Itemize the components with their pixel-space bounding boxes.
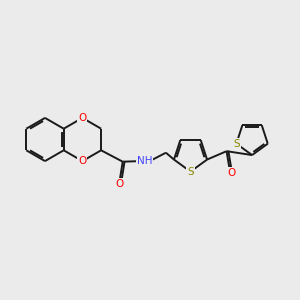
Text: S: S: [233, 139, 240, 149]
Text: O: O: [78, 113, 86, 123]
Text: O: O: [227, 168, 235, 178]
Text: O: O: [78, 156, 86, 166]
Text: O: O: [116, 179, 124, 189]
Text: NH: NH: [136, 156, 152, 166]
Text: S: S: [187, 167, 194, 177]
